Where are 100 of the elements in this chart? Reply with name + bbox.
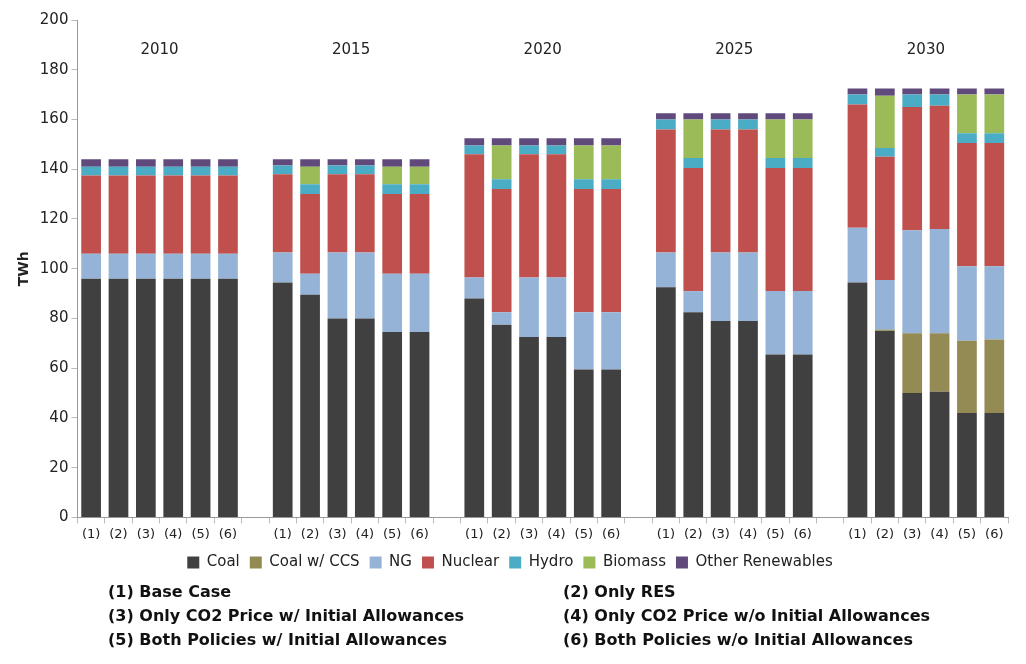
bar — [190, 175, 211, 254]
bar — [409, 166, 430, 185]
bar — [573, 145, 594, 180]
y-tick-label: 80 — [49, 308, 69, 327]
bar — [573, 312, 594, 370]
bar — [382, 332, 403, 517]
text: (2) Only RES — [563, 581, 677, 603]
annotation: 2010 — [140, 39, 179, 58]
text: (5) Both Policies w/ Initial Allowances — [108, 629, 448, 651]
bar — [108, 175, 129, 254]
bar — [710, 113, 731, 120]
bar — [108, 278, 129, 517]
bar — [656, 252, 676, 288]
annotation: 2025 — [715, 39, 754, 58]
bar — [984, 94, 1005, 134]
bar — [163, 159, 184, 167]
bar — [327, 318, 348, 517]
bar — [847, 227, 868, 283]
bar — [874, 148, 895, 157]
bar — [190, 253, 211, 279]
bar — [765, 113, 786, 120]
x-tick-label: (5) — [957, 525, 977, 541]
bar — [874, 88, 895, 96]
bar — [656, 287, 676, 517]
y-tick-label: 0 — [58, 507, 69, 526]
x-tick-label: (3) — [136, 525, 156, 541]
bar — [519, 277, 539, 338]
x-tick-label: (4) — [738, 525, 758, 541]
bar — [218, 175, 238, 254]
legend-label: Nuclear — [441, 552, 501, 571]
y-tick-label: 200 — [39, 9, 69, 28]
x-tick-label: (6) — [601, 525, 621, 541]
x-tick-label: (4) — [547, 525, 566, 541]
bar — [409, 159, 430, 167]
annotation: 2020 — [523, 39, 562, 58]
bar — [957, 88, 977, 95]
bar — [902, 88, 923, 95]
bar — [300, 166, 320, 185]
x-tick-label: (3) — [328, 525, 347, 541]
bar — [601, 189, 621, 313]
bar — [984, 339, 1005, 413]
bar — [136, 159, 156, 167]
legend-label: Coal w/ CCS — [269, 552, 360, 571]
annotation: 2015 — [332, 39, 371, 58]
bar — [792, 113, 813, 120]
bar — [163, 253, 184, 279]
bar — [300, 294, 320, 517]
bar — [710, 320, 731, 517]
bar — [957, 94, 977, 134]
bar — [382, 194, 403, 274]
bar — [957, 266, 977, 341]
bar — [300, 184, 320, 195]
bar — [272, 159, 293, 166]
x-tick-label: (2) — [109, 525, 128, 541]
bar — [984, 133, 1005, 144]
bar — [929, 391, 950, 517]
bar — [792, 158, 813, 168]
text: (3) Only CO2 Price w/ Initial Allowances — [108, 605, 466, 627]
bar — [573, 138, 594, 146]
bar — [683, 119, 704, 159]
bar — [929, 94, 950, 106]
legend-label: NG — [389, 552, 412, 571]
bar — [546, 154, 567, 278]
bar — [81, 166, 101, 176]
bar — [957, 340, 977, 413]
bar — [874, 95, 895, 149]
x-tick-label: (1) — [465, 525, 484, 541]
y-tick-label: 120 — [39, 208, 69, 227]
bar — [354, 318, 375, 517]
bar — [272, 174, 293, 253]
bar — [272, 252, 293, 283]
bar — [81, 253, 101, 279]
x-tick-label: (4) — [164, 525, 183, 541]
x-tick-label: (4) — [930, 525, 949, 541]
bar — [354, 174, 375, 253]
bar — [491, 324, 512, 517]
x-tick-label: (5) — [574, 525, 593, 541]
bar — [738, 129, 758, 253]
bar — [300, 273, 320, 295]
bar — [108, 253, 129, 279]
bar — [902, 230, 923, 334]
bar — [847, 282, 868, 517]
bar — [847, 88, 868, 95]
y-tick-label: 40 — [49, 407, 69, 426]
bar — [573, 189, 594, 313]
bar — [738, 119, 758, 130]
bar — [874, 330, 895, 517]
bar — [327, 252, 348, 319]
x-tick-label: (6) — [793, 525, 812, 541]
x-tick-label: (2) — [875, 525, 895, 541]
y-axis-title: TWh — [15, 251, 32, 287]
x-tick-label: (1) — [81, 525, 101, 541]
bar — [354, 165, 375, 175]
bar — [601, 179, 621, 190]
x-tick-label: (1) — [848, 525, 867, 541]
bar — [710, 252, 731, 321]
bar — [847, 104, 868, 228]
bar — [710, 129, 731, 253]
bar — [409, 194, 430, 274]
bar — [874, 279, 895, 330]
